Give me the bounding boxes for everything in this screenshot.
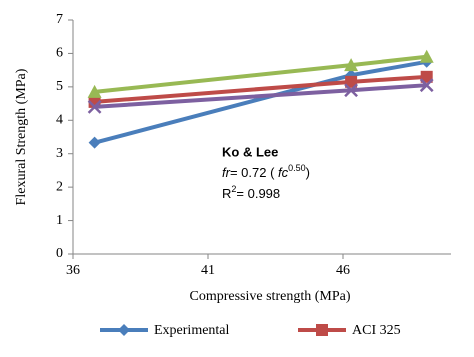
x-axis-label: Compressive strength (MPa) [190, 289, 351, 304]
annotation-r2: R2= 0.998 [222, 184, 280, 201]
marker [345, 75, 358, 88]
y-axis-label: Flexural Strength (MPa) [14, 68, 29, 205]
marker [420, 70, 433, 83]
marker [344, 83, 358, 98]
marker [88, 136, 101, 149]
annotation: Ko & Lee fr= 0.72 ( fc0.50) R2= 0.998 [222, 144, 310, 201]
y-tick-label: 3 [56, 146, 63, 161]
x-tick-label: 41 [201, 263, 215, 278]
y-tick-label: 2 [56, 179, 63, 194]
annotation-title: Ko & Lee [222, 144, 278, 159]
y-tick-label: 4 [56, 113, 63, 128]
annotation-equation: fr= 0.72 ( fc0.50) [222, 163, 310, 180]
legend-marker [118, 324, 130, 336]
marker [87, 100, 102, 114]
y-tick-label: 0 [56, 246, 63, 261]
marker [87, 84, 102, 98]
y-tick-label: 6 [56, 46, 63, 61]
legend-marker [316, 324, 328, 336]
x-tick-label: 36 [66, 263, 80, 278]
y-tick-label: 5 [56, 79, 63, 94]
marker [419, 49, 434, 63]
y-tick-label: 7 [56, 12, 63, 27]
marker [344, 58, 359, 72]
x-tick-label: 46 [336, 263, 350, 278]
marker [419, 78, 434, 93]
legend-label: Experimental [154, 323, 230, 338]
y-tick-label: 1 [56, 213, 63, 228]
legend-label: ACI 325 [352, 323, 401, 338]
